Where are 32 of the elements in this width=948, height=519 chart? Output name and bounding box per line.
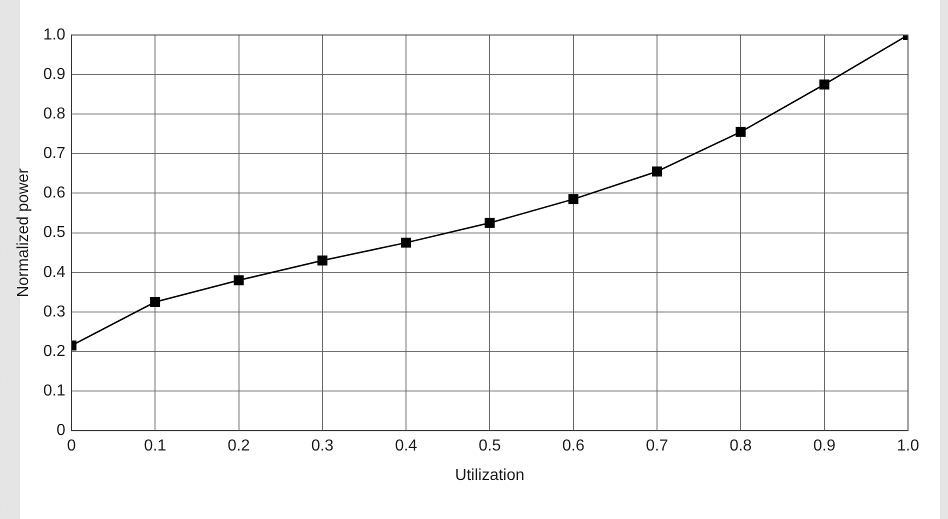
x-tick-label: 0.8 xyxy=(730,438,752,455)
y-tick-label: 1.0 xyxy=(43,26,66,44)
point xyxy=(652,166,662,176)
y-axis-title: Normalized power xyxy=(15,168,32,298)
y-tick-label: 0 xyxy=(56,422,66,440)
point xyxy=(234,275,244,286)
point xyxy=(401,238,412,248)
x-tick-label: 0.2 xyxy=(228,438,250,455)
y-tick-label: 0.1 xyxy=(43,382,66,400)
x-tick-label: 0.7 xyxy=(646,438,668,455)
y-tick-label: 0.8 xyxy=(43,106,66,123)
x-tick-label: 0.3 xyxy=(311,438,334,455)
point xyxy=(317,256,328,266)
x-axis-title: Utilization xyxy=(455,466,524,484)
point xyxy=(819,79,830,90)
y-tick-label: 0.6 xyxy=(43,184,66,202)
y-tick-label: 0.7 xyxy=(43,145,66,162)
point xyxy=(736,126,746,137)
x-tick-label: 0.5 xyxy=(478,438,501,455)
x-tick-label: 0.4 xyxy=(394,438,418,455)
x-tick-label: 0.6 xyxy=(562,438,585,455)
point xyxy=(484,218,495,228)
y-tick-label: 0.5 xyxy=(43,224,66,242)
x-tick-label: 0.1 xyxy=(144,438,166,455)
point xyxy=(568,194,578,204)
y-tick-label: 0.4 xyxy=(43,264,66,281)
point xyxy=(150,297,160,308)
y-tick-label: 0.9 xyxy=(43,66,66,83)
x-tick-label: 1.0 xyxy=(896,438,920,455)
y-tick-label: 0.3 xyxy=(43,303,66,320)
x-tick-label: 0.9 xyxy=(813,438,836,455)
y-tick-label: 0.2 xyxy=(43,342,66,360)
